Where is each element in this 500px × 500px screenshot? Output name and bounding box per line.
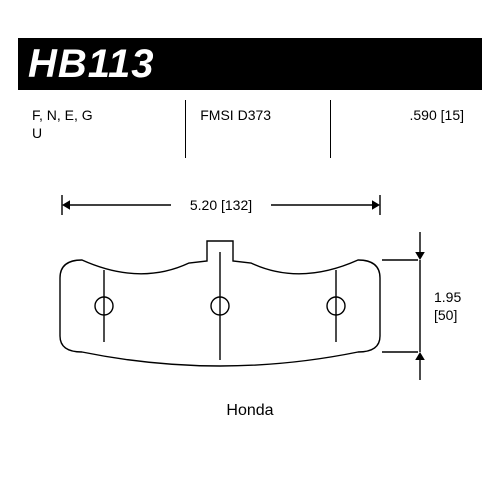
brand-label: Honda	[0, 402, 500, 420]
svg-text:1.95: 1.95	[434, 289, 461, 305]
diagram-svg: 5.20 [132] 1.95 [50]	[0, 0, 500, 500]
svg-text:5.20 [132]: 5.20 [132]	[190, 197, 252, 213]
svg-text:[50]: [50]	[434, 307, 457, 323]
